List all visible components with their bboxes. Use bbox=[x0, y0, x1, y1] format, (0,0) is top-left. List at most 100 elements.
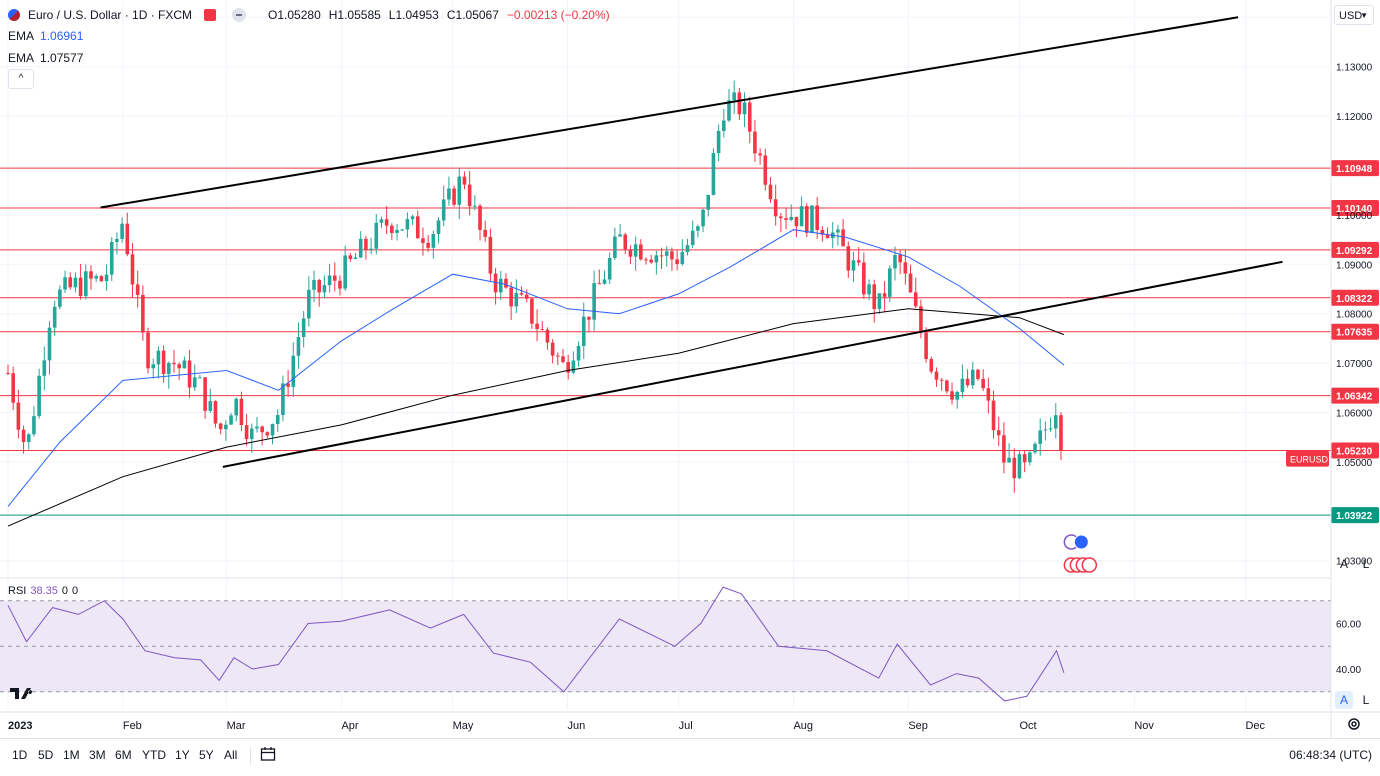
candle-body bbox=[58, 289, 62, 307]
clock-time[interactable]: 06:48:34 (UTC) bbox=[1289, 748, 1372, 762]
lower-channel-trendline[interactable] bbox=[222, 260, 1283, 468]
log-scale-button[interactable]: L bbox=[1362, 557, 1370, 571]
candle-body bbox=[810, 205, 814, 233]
candle-body bbox=[664, 251, 669, 256]
ema-fast-legend[interactable]: EMA 1.06961 bbox=[8, 29, 83, 43]
ema-slow-legend[interactable]: EMA 1.07577 bbox=[8, 51, 83, 65]
candle-body bbox=[882, 293, 887, 297]
time-tick-label: Mar bbox=[227, 720, 246, 732]
range-ytd-button[interactable]: YTD bbox=[142, 748, 166, 762]
price-tick-label: 1.09000 bbox=[1336, 260, 1373, 271]
candle-body bbox=[986, 388, 991, 401]
candle-body bbox=[784, 218, 788, 220]
level-price-tag bbox=[1331, 507, 1379, 524]
rsi-label: RSI bbox=[8, 585, 27, 597]
range-1y-button[interactable]: 1Y bbox=[175, 748, 190, 762]
candle-body bbox=[488, 236, 493, 274]
range-all-button[interactable]: All bbox=[224, 748, 238, 762]
candle-body bbox=[742, 102, 747, 115]
rsi-legend[interactable]: RSI 38.35 0 0 bbox=[8, 585, 78, 597]
candle-body bbox=[706, 194, 711, 210]
rsi-log-scale-button[interactable]: L bbox=[1362, 693, 1370, 707]
range-1d-button[interactable]: 1D bbox=[12, 748, 28, 762]
candle-body bbox=[737, 92, 742, 115]
symbol-title[interactable]: Euro / U.S. Dollar · 1D · FXCM bbox=[28, 8, 193, 22]
ema-fast-line bbox=[7, 229, 1065, 507]
candle-body bbox=[415, 216, 420, 239]
candle-body bbox=[457, 176, 462, 205]
level-price-tag-text: 1.10948 bbox=[1336, 164, 1373, 175]
candle-body bbox=[436, 220, 441, 234]
candle-body bbox=[727, 100, 731, 121]
candle-body bbox=[395, 229, 399, 233]
candle-body bbox=[353, 257, 358, 259]
upper-channel-trendline[interactable] bbox=[100, 16, 1239, 209]
candle-body bbox=[478, 205, 482, 230]
candle-body bbox=[639, 244, 643, 260]
candle-body bbox=[1053, 415, 1058, 429]
event-markers[interactable] bbox=[1063, 534, 1098, 573]
candle-body bbox=[296, 337, 301, 356]
candle-body bbox=[452, 188, 456, 205]
candle-body bbox=[265, 432, 270, 436]
candle-body bbox=[633, 244, 638, 257]
candle-body bbox=[249, 428, 254, 440]
candle-body bbox=[649, 259, 653, 263]
candle-body bbox=[182, 360, 187, 369]
candle-body bbox=[384, 219, 389, 226]
candle-body bbox=[11, 373, 15, 403]
bottom-toolbar: 1D 5D 1M 3M 6M YTD 1Y 5Y All 06:48:34 (U… bbox=[0, 738, 1380, 773]
candle-body bbox=[431, 233, 436, 248]
candle-body bbox=[260, 426, 264, 433]
candle-body bbox=[358, 238, 363, 258]
range-5y-button[interactable]: 5Y bbox=[199, 748, 214, 762]
minimize-icon[interactable] bbox=[232, 8, 247, 22]
level-price-tag-text: 1.03922 bbox=[1336, 511, 1373, 522]
horizontal-levels[interactable]: 1.10948 1.10140 1.09292 1.08322 1.07635 1.063… bbox=[0, 160, 1379, 524]
us-event-marker-icon[interactable] bbox=[1081, 557, 1098, 573]
candle-body bbox=[462, 176, 467, 185]
candle-body bbox=[701, 209, 705, 227]
grid bbox=[0, 0, 1329, 710]
trendlines[interactable] bbox=[100, 16, 1283, 468]
candle-body bbox=[281, 383, 285, 416]
candle-body bbox=[467, 184, 472, 207]
candle-body bbox=[104, 274, 109, 282]
candle-body bbox=[919, 306, 923, 333]
collapse-legend-button[interactable]: ^ bbox=[8, 69, 34, 89]
candle-body bbox=[115, 238, 119, 242]
candle-body bbox=[862, 262, 866, 295]
calendar-icon[interactable] bbox=[260, 746, 276, 762]
candle-body bbox=[322, 285, 327, 293]
settings-gear-icon[interactable] bbox=[1347, 717, 1361, 731]
candle-body bbox=[996, 430, 1001, 436]
range-1m-button[interactable]: 1M bbox=[63, 748, 80, 762]
candle-body bbox=[571, 360, 576, 373]
candle-body bbox=[1012, 457, 1017, 479]
candle-body bbox=[47, 327, 52, 361]
time-tick-label: May bbox=[453, 720, 474, 732]
candle-body bbox=[332, 275, 337, 281]
event-marker-icon[interactable] bbox=[1073, 534, 1089, 550]
candle-body bbox=[239, 398, 244, 426]
range-6m-button[interactable]: 6M bbox=[115, 748, 132, 762]
level-price-tag-text: 1.06342 bbox=[1336, 392, 1373, 403]
symbol-price-tag bbox=[1286, 450, 1329, 467]
candle-body bbox=[327, 275, 332, 286]
candle-body bbox=[530, 298, 534, 324]
candle-body bbox=[1007, 457, 1011, 463]
candle-body bbox=[607, 257, 612, 280]
rsi-auto-scale-button[interactable]: A bbox=[1335, 691, 1353, 709]
candle-body bbox=[32, 416, 36, 435]
ohlc-close: C1.05067 bbox=[446, 8, 499, 22]
range-3m-button[interactable]: 3M bbox=[89, 748, 106, 762]
currency-select[interactable]: USD ▼ bbox=[1334, 5, 1374, 25]
candle-body bbox=[177, 364, 181, 369]
candle-body bbox=[722, 120, 726, 132]
range-5d-button[interactable]: 5D bbox=[38, 748, 54, 762]
ema-fast-label: EMA bbox=[8, 29, 35, 43]
candle-body bbox=[135, 284, 140, 295]
auto-scale-button[interactable]: A bbox=[1339, 557, 1348, 571]
candle-body bbox=[545, 329, 550, 343]
